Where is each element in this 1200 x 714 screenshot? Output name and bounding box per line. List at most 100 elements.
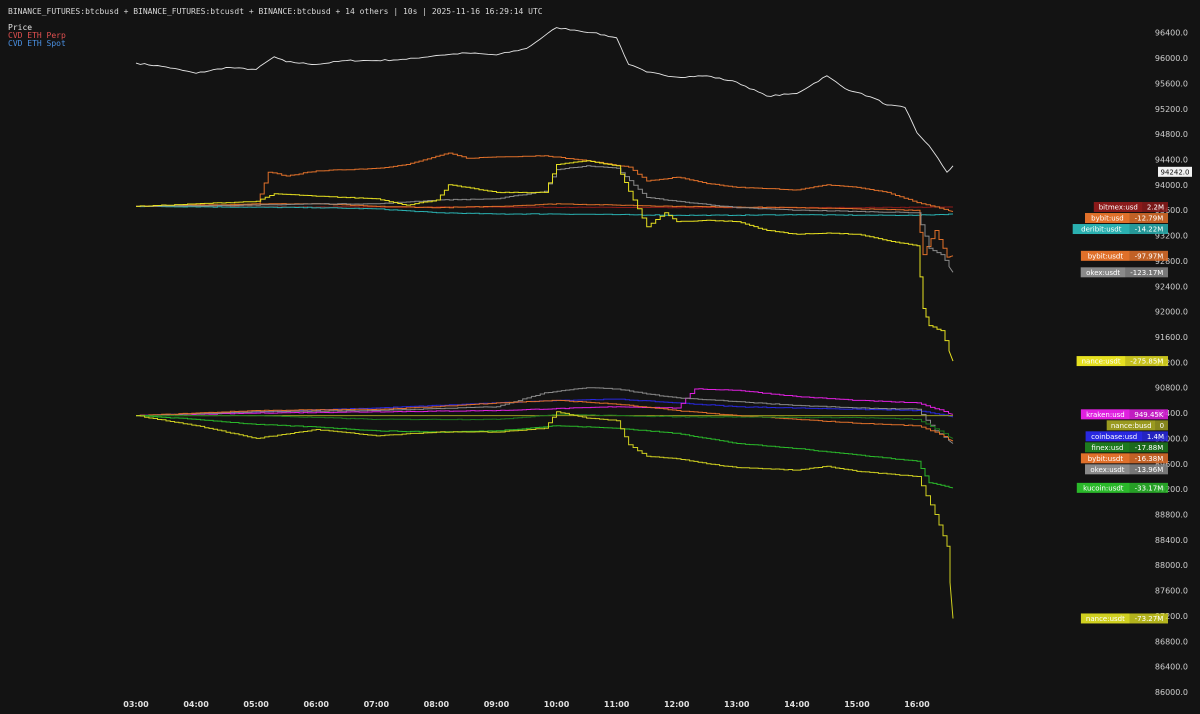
value-tag-value: -275.85M [1130,358,1163,366]
value-tag-value: -123.17M [1130,269,1163,277]
price-tag-value: 94242.0 [1161,168,1190,176]
value-tag-name-box [1085,442,1130,453]
x-tick-label: 10:00 [544,700,570,709]
x-tick-label: 06:00 [303,700,329,709]
value-tag-name: kraken:usd [1086,411,1125,419]
value-tag-name: okex:usdt [1090,466,1124,474]
value-tag-nance-busd[interactable]: nance:busd 0 [1106,420,1168,431]
value-tag-value: 2.2M [1147,204,1164,212]
y-tick-label: 87600.0 [1155,587,1188,596]
series-line-bybit-usdt-4[interactable] [136,203,954,258]
value-tag-name-box [1080,613,1130,624]
value-tag-name-box [1080,267,1126,278]
value-tag-bybit-usd[interactable]: bybit:usd -12.79M [1085,213,1168,224]
legend-item-cvd-eth-spot[interactable]: CVD ETH Spot [8,39,66,48]
x-tick-label: 11:00 [604,700,630,709]
y-tick-label: 87200.0 [1155,612,1188,621]
value-tag-value: -33.17M [1135,484,1164,492]
value-tag-name-box [1085,464,1130,475]
y-tick-label: 95600.0 [1155,79,1188,88]
x-tick-label: 04:00 [183,700,209,709]
value-tag-name-box [1106,420,1156,431]
value-tag-finex-usd[interactable]: finex:usd -17.88M [1085,442,1168,453]
value-tag-value: -13.96M [1135,466,1164,474]
value-tag-value-box [1129,453,1168,464]
value-tag-nance-usdt[interactable]: nance:usdt -73.27M [1080,613,1168,624]
series-line-nance-usdt-14[interactable] [136,411,954,619]
value-tag-name: bitmex:usd [1099,204,1138,212]
value-tag-value-box [1129,224,1168,235]
value-tag-name-box [1076,356,1126,367]
x-tick-label: 03:00 [123,700,149,709]
series-line-nance-usdt-6[interactable] [136,160,954,362]
value-tag-deribit-usdt[interactable]: deribit:usdt -14.22M [1072,224,1168,235]
value-tag-bitmex-usd[interactable]: bitmex:usd 2.2M [1093,202,1168,213]
series-line-deribit-usdt-3[interactable] [136,205,954,216]
series-line-finex-usd-12[interactable] [136,413,954,439]
y-axis: 96400.0 96000.0 95600.0 95200.0 94800.0 94400… [1155,29,1188,697]
y-tick-label: 89200.0 [1155,485,1188,494]
price-tag[interactable]: 94242.0 [1158,166,1192,177]
value-tag-name-box [1080,453,1130,464]
value-tag-value-box [1129,250,1168,261]
y-tick-label: 94400.0 [1155,155,1188,164]
y-tick-label: 96400.0 [1155,29,1188,38]
value-tag-okex-usdt[interactable]: okex:usdt -123.17M [1080,267,1168,278]
value-tag-value: -14.22M [1135,226,1164,234]
value-tag-value-box [1142,202,1168,213]
y-tick-label: 91200.0 [1155,358,1188,367]
y-tick-label: 89600.0 [1155,460,1188,469]
x-tick-label: 15:00 [844,700,870,709]
value-tag-value-box [1142,431,1168,442]
value-tag-name: deribit:usdt [1081,226,1122,234]
value-tag-kucoin-usdt[interactable]: kucoin:usdt -33.17M [1076,482,1168,493]
price-tag-box [1158,166,1192,177]
y-tick-label: 86000.0 [1155,688,1188,697]
y-tick-label: 92000.0 [1155,308,1188,317]
value-tag-bybit-usdt[interactable]: bybit:usdt -97.97M [1080,250,1168,261]
y-tick-label: 88800.0 [1155,510,1188,519]
value-tag-value-box [1129,442,1168,453]
x-tick-label: 08:00 [424,700,450,709]
series-line-coinbase-usd-7[interactable] [136,398,954,418]
value-tag-value-box [1129,482,1168,493]
value-tag-coinbase-usd[interactable]: coinbase:usd 1.4M [1085,431,1168,442]
y-tick-label: 90800.0 [1155,384,1188,393]
value-tag-name: kucoin:usdt [1083,484,1124,492]
value-tag-value-box [1129,613,1168,624]
y-tick-label: 86400.0 [1155,663,1188,672]
value-tag-name: finex:usd [1091,444,1123,452]
value-tag-okex-usdt[interactable]: okex:usdt -13.96M [1085,464,1168,475]
y-tick-label: 88000.0 [1155,561,1188,570]
legend-item-price[interactable]: Price [8,23,33,32]
value-tag-value: -73.27M [1135,615,1164,623]
value-tag-bybit-usdt[interactable]: bybit:usdt -16.38M [1080,453,1168,464]
value-tag-name: coinbase:usd [1091,433,1137,441]
series-line-Price-0[interactable] [135,27,954,173]
series-line-okex-usdt-10[interactable] [136,387,954,444]
series-line-bybit-usdt-11[interactable] [136,399,954,442]
x-tick-label: 09:00 [484,700,510,709]
x-tick-label: 12:00 [664,700,690,709]
y-tick-label: 96000.0 [1155,54,1188,63]
y-tick-label: 91600.0 [1155,333,1188,342]
legend: Price CVD ETH Perp CVD ETH Spot [8,24,66,48]
x-tick-label: 13:00 [724,700,750,709]
series-line-kraken-usd-9[interactable] [136,388,954,417]
chart-header: BINANCE_FUTURES:btcbusd + BINANCE_FUTURE… [8,7,543,17]
y-tick-label: 93200.0 [1155,232,1188,241]
series-line-okex-usdt-5[interactable] [136,165,954,273]
value-tag-kraken-usd[interactable]: kraken:usd 949.45K [1080,409,1168,420]
value-tag-nance-usdt[interactable]: nance:usdt -275.85M [1076,356,1168,367]
series-line-bybit-usd-2[interactable] [136,152,954,212]
value-tag-value-box [1129,464,1168,475]
value-tag-value: -16.38M [1135,455,1164,463]
value-tag-name: bybit:usdt [1088,252,1124,260]
value-tag-value-box [1125,356,1168,367]
y-tick-label: 94800.0 [1155,130,1188,139]
series-line-kucoin-usdt-13[interactable] [136,415,954,489]
value-tag-name-box [1076,482,1130,493]
value-tag-name-box [1085,431,1143,442]
legend-item-cvd-eth-perp[interactable]: CVD ETH Perp [8,31,66,40]
